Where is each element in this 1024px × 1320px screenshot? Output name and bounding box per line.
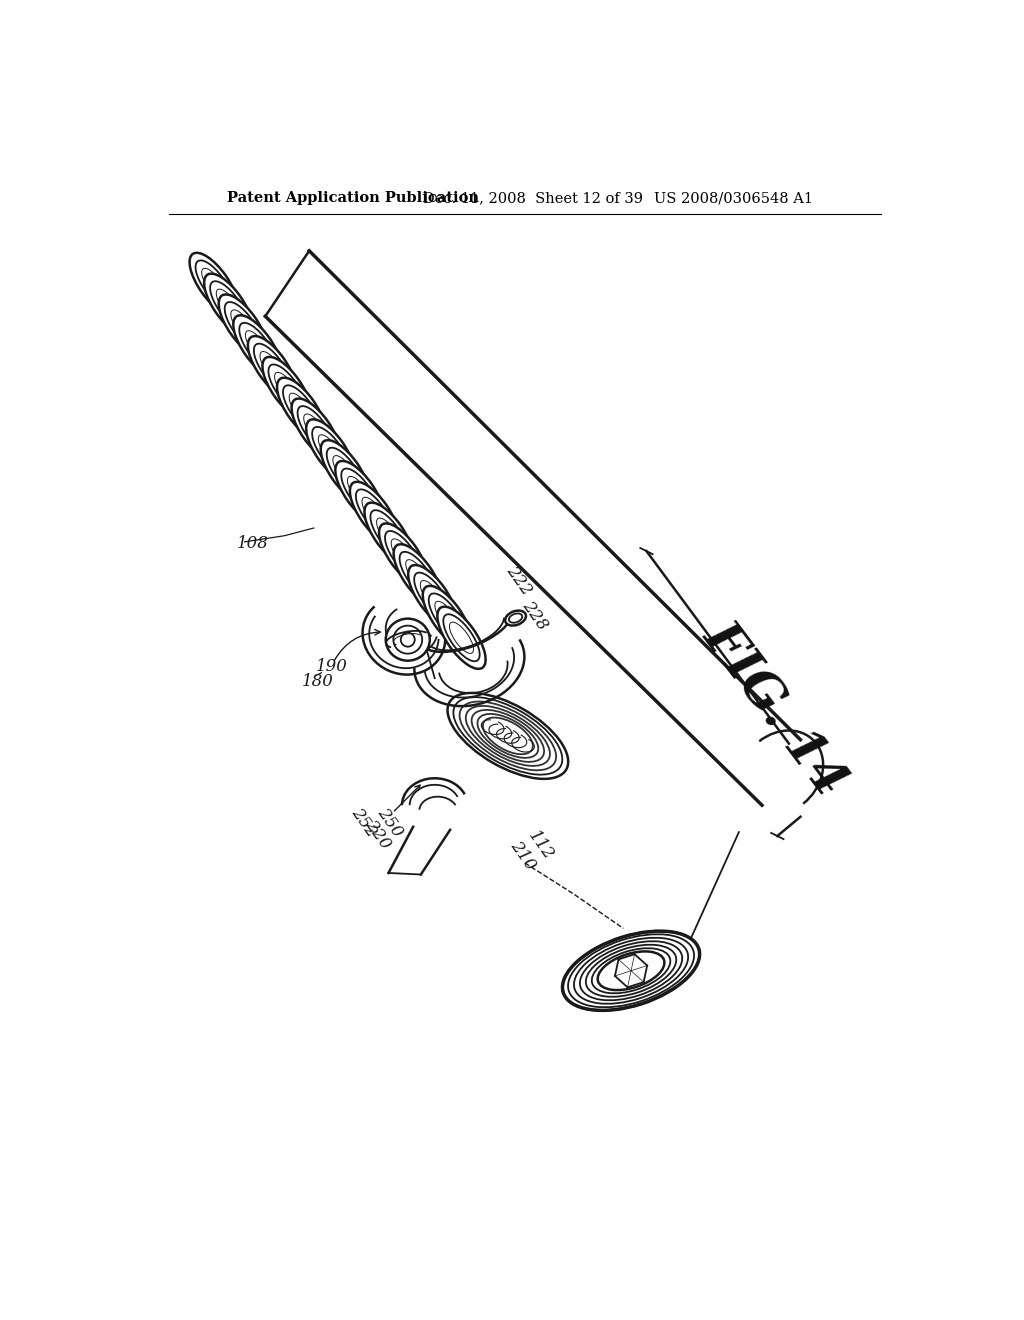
Ellipse shape [592, 948, 671, 993]
Ellipse shape [393, 544, 442, 606]
Ellipse shape [248, 337, 296, 399]
Ellipse shape [385, 531, 422, 578]
Ellipse shape [278, 378, 326, 440]
Ellipse shape [386, 619, 430, 661]
Ellipse shape [377, 517, 400, 549]
Ellipse shape [268, 364, 305, 412]
Ellipse shape [262, 356, 310, 418]
Ellipse shape [321, 440, 369, 503]
Ellipse shape [586, 945, 676, 997]
Ellipse shape [406, 560, 430, 591]
Ellipse shape [399, 552, 436, 599]
Ellipse shape [429, 594, 465, 640]
Ellipse shape [435, 602, 459, 632]
Ellipse shape [423, 586, 471, 648]
Ellipse shape [233, 315, 282, 378]
Text: 180: 180 [301, 673, 334, 690]
Text: 228: 228 [518, 598, 551, 634]
Ellipse shape [356, 490, 392, 536]
Ellipse shape [240, 323, 275, 370]
Ellipse shape [306, 420, 354, 482]
Text: US 2008/0306548 A1: US 2008/0306548 A1 [654, 191, 813, 206]
Text: 222: 222 [503, 562, 535, 598]
Ellipse shape [443, 614, 479, 661]
Ellipse shape [580, 941, 682, 1001]
Ellipse shape [371, 510, 407, 557]
Ellipse shape [274, 372, 299, 404]
Ellipse shape [477, 714, 539, 758]
Ellipse shape [437, 607, 485, 669]
Ellipse shape [472, 710, 544, 762]
Ellipse shape [460, 701, 556, 771]
Ellipse shape [260, 351, 284, 383]
Text: Dec. 11, 2008  Sheet 12 of 39: Dec. 11, 2008 Sheet 12 of 39 [423, 191, 643, 206]
Ellipse shape [454, 697, 562, 775]
Ellipse shape [216, 289, 241, 321]
Ellipse shape [204, 273, 253, 335]
Ellipse shape [327, 447, 364, 495]
Ellipse shape [219, 294, 267, 356]
Ellipse shape [347, 477, 372, 508]
Ellipse shape [400, 632, 415, 647]
Ellipse shape [230, 310, 255, 341]
Text: 112: 112 [524, 828, 557, 863]
Ellipse shape [393, 626, 422, 653]
Ellipse shape [350, 482, 398, 544]
Ellipse shape [447, 693, 568, 779]
Ellipse shape [224, 302, 261, 348]
Ellipse shape [414, 573, 451, 619]
Ellipse shape [318, 434, 342, 466]
Ellipse shape [365, 503, 413, 565]
Ellipse shape [202, 268, 225, 300]
Ellipse shape [283, 385, 319, 433]
Ellipse shape [598, 952, 665, 990]
Ellipse shape [196, 260, 231, 308]
Text: FIG. 14: FIG. 14 [692, 612, 854, 805]
Ellipse shape [362, 498, 386, 528]
Text: 108: 108 [237, 535, 268, 552]
Ellipse shape [505, 611, 526, 626]
Ellipse shape [341, 469, 378, 516]
Ellipse shape [562, 931, 699, 1010]
Text: 190: 190 [315, 659, 347, 675]
Ellipse shape [379, 524, 427, 586]
Ellipse shape [210, 281, 247, 329]
Ellipse shape [246, 331, 269, 362]
Ellipse shape [289, 393, 313, 425]
Ellipse shape [450, 622, 473, 653]
Ellipse shape [335, 461, 384, 523]
Ellipse shape [254, 343, 290, 391]
Ellipse shape [568, 935, 694, 1007]
Ellipse shape [189, 253, 238, 315]
Ellipse shape [483, 718, 532, 754]
Ellipse shape [304, 414, 328, 445]
Text: 250: 250 [374, 804, 407, 840]
Ellipse shape [312, 426, 348, 474]
Ellipse shape [409, 565, 457, 627]
Ellipse shape [292, 399, 340, 461]
Text: Patent Application Publication: Patent Application Publication [226, 191, 479, 206]
Ellipse shape [391, 539, 415, 570]
Ellipse shape [466, 706, 550, 766]
Ellipse shape [333, 455, 357, 487]
Ellipse shape [420, 581, 444, 611]
Text: 220: 220 [361, 817, 394, 853]
Text: 252: 252 [348, 804, 380, 840]
Ellipse shape [574, 937, 688, 1003]
Text: 210: 210 [506, 837, 539, 874]
Ellipse shape [509, 614, 522, 623]
Ellipse shape [298, 407, 334, 453]
